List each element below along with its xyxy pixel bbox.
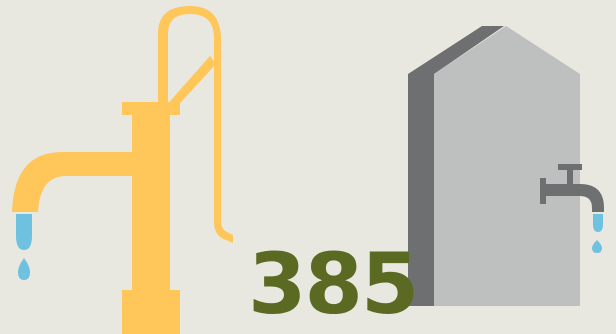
water-tank-icon xyxy=(408,26,580,306)
water-drop xyxy=(18,258,30,280)
pump-cap xyxy=(122,102,180,115)
faucet-spout xyxy=(540,178,604,212)
faucet-stem xyxy=(567,170,573,184)
hand-pump-icon xyxy=(12,6,233,334)
water-drop xyxy=(592,240,602,253)
count-value: 385 xyxy=(248,235,419,333)
pump-water-drops xyxy=(16,214,32,280)
pump-lever-arm xyxy=(164,56,216,112)
pump-base xyxy=(122,290,180,334)
tank-front xyxy=(434,26,580,306)
water-drop xyxy=(593,214,603,232)
tank-side xyxy=(408,26,504,306)
faucet-handle xyxy=(558,164,582,170)
pump-spout xyxy=(12,152,132,212)
faucet-icon xyxy=(540,164,604,212)
water-drop xyxy=(16,214,32,250)
faucet-water-drops xyxy=(592,214,603,253)
pump-body xyxy=(132,115,170,290)
